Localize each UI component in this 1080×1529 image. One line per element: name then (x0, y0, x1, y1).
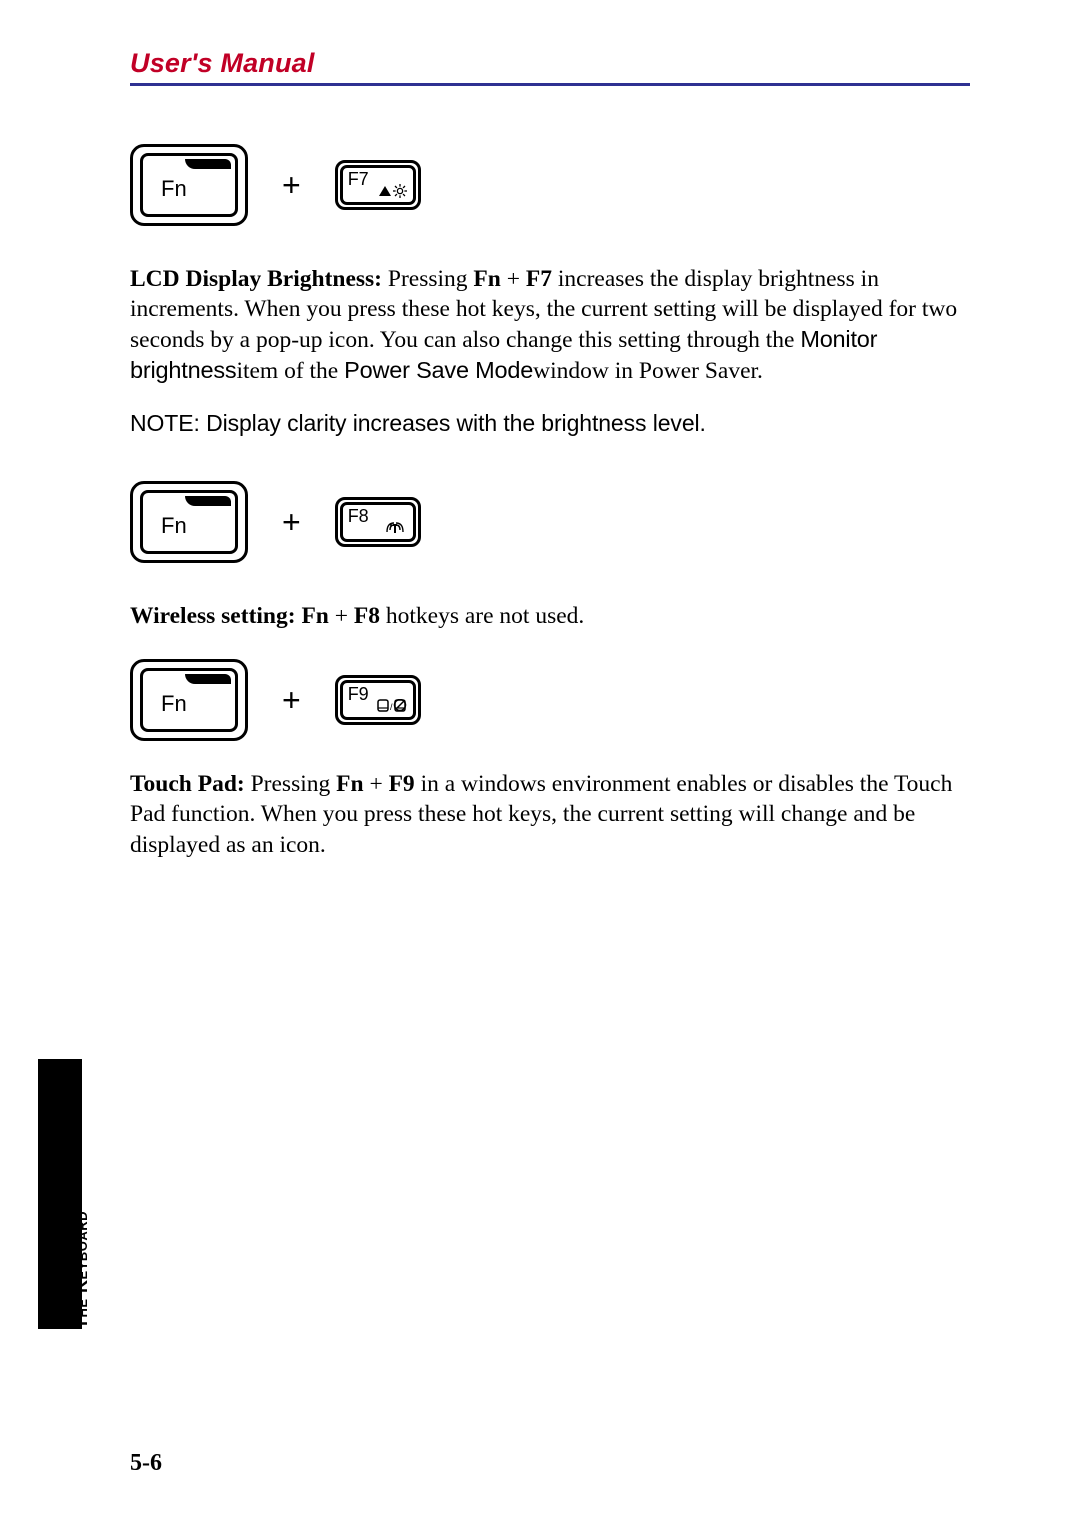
wireless-paragraph: Wireless setting: Fn + F8 hotkeys are no… (130, 601, 970, 631)
brightness-up-icon (379, 184, 407, 198)
f9-label: F9 (348, 685, 369, 703)
plus-icon: + (276, 167, 307, 204)
svg-text:/: / (390, 702, 393, 712)
lcd-brightness-paragraph: LCD Display Brightness: Pressing Fn + F7… (130, 264, 970, 386)
note-text: NOTE: Display clarity increases with the… (130, 410, 970, 437)
fn-key-icon: Fn (130, 481, 248, 563)
key-combo-fn-f7: Fn + F7 (130, 144, 970, 226)
page-header: User's Manual (130, 48, 970, 86)
f8-label: F8 (348, 507, 369, 525)
section-tab: The Keyboard (38, 1059, 82, 1329)
f8-key-icon: F8 (335, 497, 421, 547)
manual-page: User's Manual Fn + F7 LCD Display Bright… (0, 0, 1080, 1529)
fn-key-icon: Fn (130, 144, 248, 226)
fn-key-label: Fn (161, 513, 187, 539)
fn-key-label: Fn (161, 691, 187, 717)
header-rule (130, 83, 970, 86)
f7-label: F7 (348, 170, 369, 188)
touchpad-paragraph: Touch Pad: Pressing Fn + F9 in a windows… (130, 769, 970, 859)
key-combo-fn-f8: Fn + F8 (130, 481, 970, 563)
lcd-heading: LCD Display Brightness: (130, 266, 388, 292)
wireless-icon (385, 521, 407, 535)
touchpad-heading: Touch Pad: (130, 771, 251, 797)
page-title: User's Manual (130, 48, 970, 79)
page-number: 5-6 (130, 1450, 162, 1477)
fn-key-label: Fn (161, 176, 187, 202)
f9-key-icon: F9 / (335, 675, 421, 725)
touchpad-toggle-icon: / (377, 699, 407, 713)
fn-key-icon: Fn (130, 659, 248, 741)
wireless-heading: Wireless setting: Fn (130, 603, 335, 629)
plus-icon: + (276, 504, 307, 541)
plus-icon: + (276, 682, 307, 719)
section-tab-label: The Keyboard (71, 1211, 92, 1329)
f7-key-icon: F7 (335, 160, 421, 210)
key-combo-fn-f9: Fn + F9 / (130, 659, 970, 741)
